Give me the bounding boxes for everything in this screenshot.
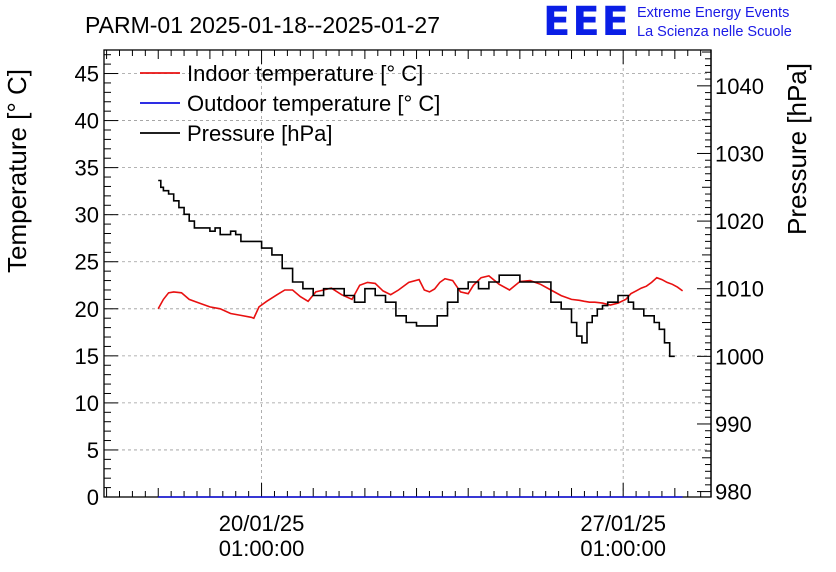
- right-tick-label: 1000: [715, 344, 764, 369]
- chart-title: PARM-01 2025-01-18--2025-01-27: [85, 12, 440, 38]
- left-tick-label: 15: [75, 344, 99, 369]
- plot-frame: [103, 49, 712, 498]
- legend: Indoor temperature [° C] Outdoor temperat…: [140, 61, 440, 146]
- logo-line-2: La Scienza nelle Scuole: [637, 24, 792, 40]
- series-line-2: [158, 179, 675, 358]
- left-tick-label: 0: [87, 485, 99, 510]
- left-tick-label: 45: [75, 62, 99, 87]
- right-tick-label: 1030: [715, 141, 764, 166]
- left-axis-label: Temperature [° C]: [2, 69, 32, 273]
- right-tick-label: 1040: [715, 74, 764, 99]
- x-tick-time: 01:00:00: [580, 536, 666, 561]
- logo-caption: Extreme Energy Events La Scienza nelle S…: [637, 4, 792, 42]
- legend-label: Outdoor temperature [° C]: [187, 91, 440, 116]
- left-tick-label: 40: [75, 109, 99, 134]
- right-tick-label: 980: [715, 480, 752, 505]
- left-tick-label: 25: [75, 250, 99, 275]
- right-tick-label: 990: [715, 412, 752, 437]
- axes: 0 5 10 15 20 25 30 35 40 45 980 990 1000 1010 1020 1030…: [75, 50, 764, 561]
- left-tick-label: 10: [75, 391, 99, 416]
- right-tick-label: 1010: [715, 277, 764, 302]
- left-tick-label: 30: [75, 203, 99, 228]
- right-axis-label: Pressure [hPa]: [782, 63, 812, 235]
- series-layer: [157, 179, 684, 498]
- left-tick-label: 5: [87, 438, 99, 463]
- right-tick-label: 1020: [715, 209, 764, 234]
- grid: [104, 50, 711, 497]
- legend-label: Indoor temperature [° C]: [187, 61, 423, 86]
- x-tick-time: 01:00:00: [219, 536, 305, 561]
- left-tick-label: 20: [75, 297, 99, 322]
- x-tick-date: 20/01/25: [219, 511, 305, 536]
- legend-label: Pressure [hPa]: [187, 121, 333, 146]
- eee-logo: EEE: [543, 0, 631, 45]
- series-line-0: [157, 275, 684, 320]
- x-tick-date: 27/01/25: [580, 511, 666, 536]
- logo-line-1: Extreme Energy Events: [637, 5, 790, 21]
- left-tick-label: 35: [75, 156, 99, 181]
